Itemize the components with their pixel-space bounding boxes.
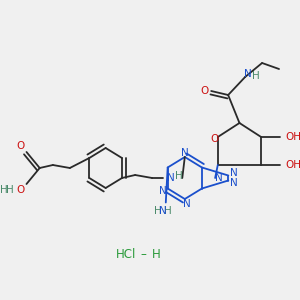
- Text: H: H: [5, 185, 13, 195]
- Text: O: O: [200, 86, 209, 96]
- Text: H: H: [252, 71, 260, 81]
- Text: O: O: [17, 185, 25, 195]
- Text: H: H: [175, 171, 182, 181]
- Text: N: N: [181, 148, 189, 158]
- Text: H: H: [164, 206, 172, 217]
- Text: N: N: [159, 185, 167, 196]
- Text: N: N: [167, 173, 175, 183]
- Text: –: –: [140, 248, 146, 262]
- Text: O: O: [210, 134, 218, 144]
- Text: N: N: [159, 206, 167, 217]
- Text: H: H: [0, 185, 8, 195]
- Text: HCl: HCl: [116, 248, 136, 262]
- Text: N: N: [244, 69, 252, 79]
- Text: OH: OH: [285, 160, 300, 170]
- Text: H: H: [154, 206, 162, 217]
- Text: N: N: [230, 178, 238, 188]
- Text: O: O: [17, 141, 25, 151]
- Text: N: N: [230, 167, 238, 178]
- Text: H: H: [152, 248, 161, 262]
- Text: OH: OH: [285, 132, 300, 142]
- Text: N: N: [215, 173, 223, 183]
- Text: N: N: [183, 199, 190, 209]
